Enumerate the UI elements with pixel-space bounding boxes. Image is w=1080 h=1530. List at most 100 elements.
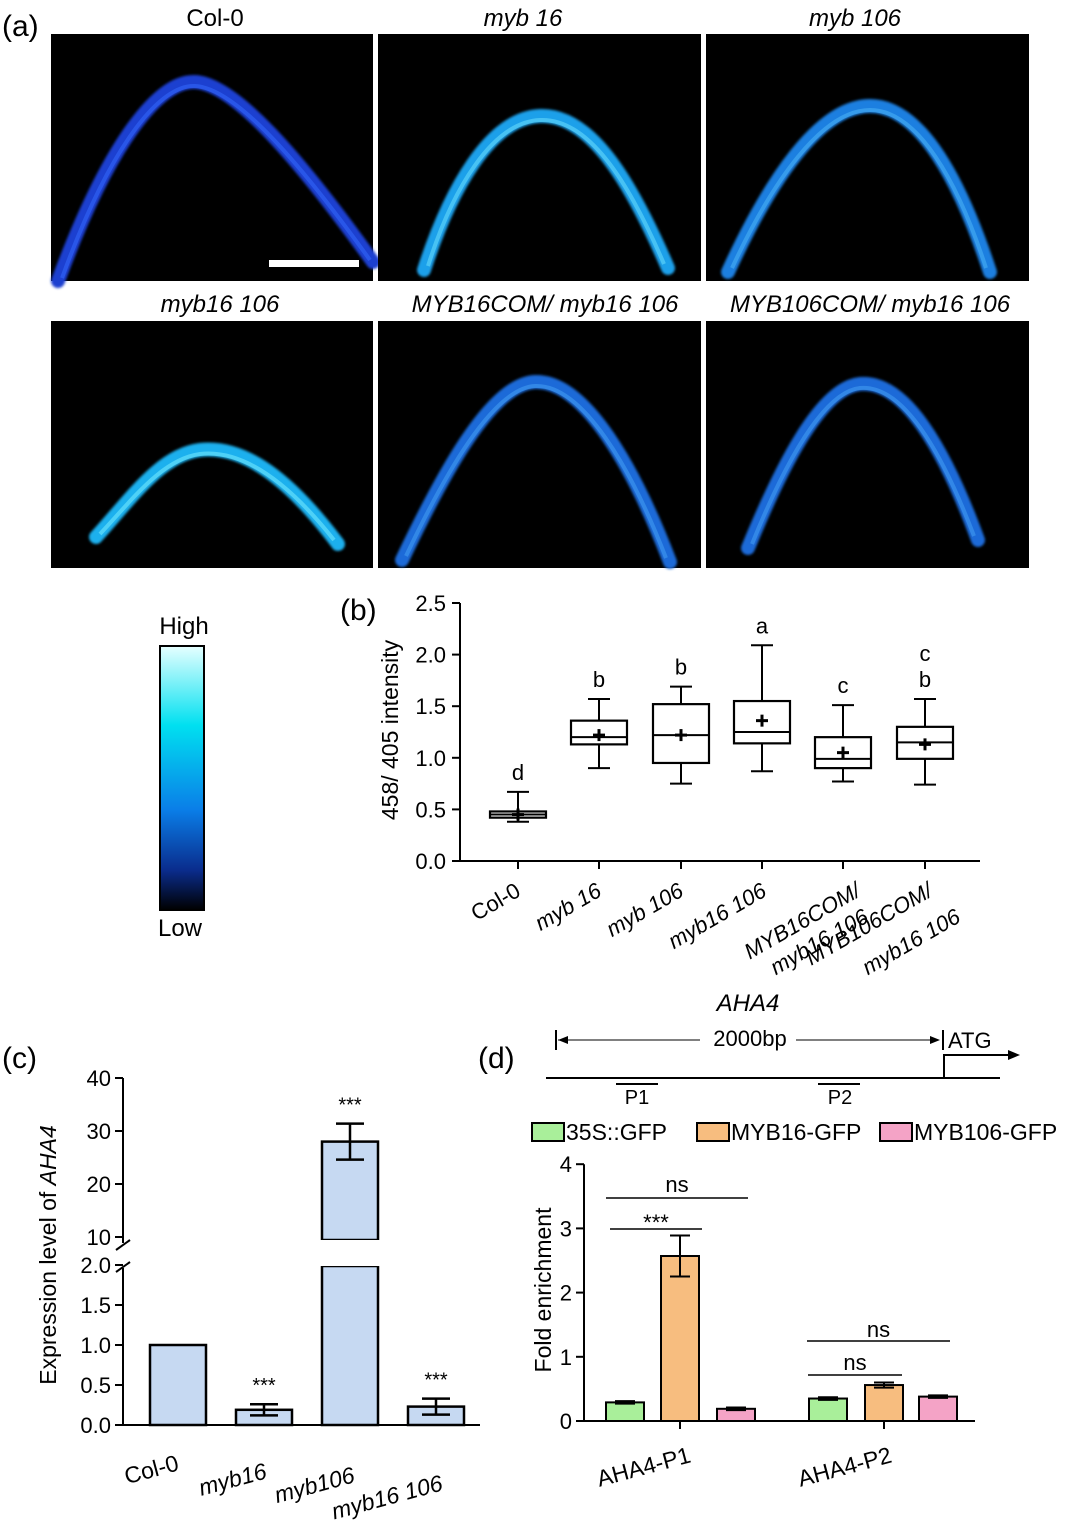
y-tick-label: 2 [560,1281,572,1306]
y-tick-label: 2.0 [80,1253,111,1278]
micrograph-title: myb 106 [809,5,902,32]
bar [918,1395,958,1423]
bar-MYB106-GFP-AHA4-P1 [716,1406,756,1423]
bar-break-gap [320,1240,380,1266]
y-tick-label: 4 [560,1152,572,1177]
bar-35S::GFP-AHA4-P1 [605,1400,645,1422]
significance-stars: *** [252,1375,276,1397]
significance-letter: b [919,667,931,692]
panel-a-label: (a) [2,10,39,43]
bar-35S::GFP-AHA4-P2 [808,1396,848,1423]
bar [660,1255,700,1422]
y-tick-label: 0.5 [80,1373,111,1398]
box-2: b [651,655,711,785]
panel-d-label: (d) [478,1042,515,1075]
y-tick-label: 0.0 [80,1413,111,1438]
colorbar-high-label: High [159,613,208,640]
y-tick-label: 1.5 [415,694,446,719]
comparison-label: ns [867,1317,890,1342]
y-tick-label: 1.0 [415,746,446,771]
bar-MYB16-GFP-AHA4-P2 [864,1381,904,1422]
bar [605,1401,645,1422]
micrograph-myb106: myb 106 [706,5,1029,281]
legend-swatch [531,1122,565,1142]
start-codon-label: ATG [948,1028,992,1053]
micrograph-col0: Col-0 [51,5,380,288]
significance-letter: b [593,667,605,692]
gene-name: AHA4 [715,990,780,1017]
comparison-label: *** [643,1210,669,1235]
micrograph-arc [741,376,985,555]
box-0: d [488,760,548,823]
y-tick-label: 1 [560,1345,572,1370]
comparison-label: ns [843,1350,866,1375]
y-tick-label: 10 [87,1225,111,1250]
box-4: c [813,673,873,783]
micrograph-myb106com: MYB106COM/ myb16 106 [706,291,1029,568]
legend-swatch [879,1122,913,1142]
primer-p2-label: P2 [828,1087,852,1109]
box-1: b [569,667,629,770]
y-tick-label: 2.0 [415,643,446,668]
box-iqr [732,699,792,745]
legend-label: MYB16-GFP [731,1119,861,1145]
bar-group-0 [148,1343,208,1427]
y-axis-label: Fold enrichment [530,1207,556,1373]
x-tick-label: myb16 [196,1458,270,1501]
colorbar: High Low [158,613,209,942]
y-tick-label: 30 [87,1119,111,1144]
bar-group-3: *** [406,1370,466,1427]
y-tick-label: 1.0 [80,1333,111,1358]
box-5: cb [895,641,955,786]
colorbar-gradient [159,645,205,911]
legend-label: 35S::GFP [566,1119,667,1145]
x-tick-label: Col-0 [121,1450,181,1489]
significance-stars: *** [338,1095,362,1117]
significance-letter: d [512,760,524,785]
significance-letter: c [838,673,849,698]
colorbar-low-label: Low [158,915,203,942]
y-tick-label: 0.0 [415,849,446,874]
axis-break-mark [115,1261,131,1273]
panel-c-label: (c) [2,1042,37,1075]
significance-letter: a [756,613,769,638]
micrograph-title: myb 16 [484,5,563,32]
chart-b: 458/ 405 intensity 0.0 0.5 1.0 1.5 2.0 2.5 d b… [377,591,980,980]
y-axis-label: Expression level of AHA4 [35,1125,61,1385]
bar-group-2: *** [320,1095,380,1427]
y-tick-label: 0.5 [415,797,446,822]
legend-swatch [696,1122,730,1142]
y-tick-label: 20 [87,1172,111,1197]
y-tick-label: 1.5 [80,1293,111,1318]
gene-diagram: AHA4 2000bp ATG P1 P2 [546,990,1020,1109]
bar-group-1: *** [234,1375,294,1427]
significance-letter: c [920,641,931,666]
scale-bar [269,260,359,267]
micrograph-title: MYB106COM/ myb16 106 [730,291,1011,318]
x-tick-label: AHA4-P2 [795,1442,894,1492]
micrograph-myb16-106: myb16 106 [51,291,373,568]
box-3: a [732,613,792,773]
significance-letter: b [675,655,687,680]
x-tick-label: AHA4-P1 [594,1442,693,1492]
legend-label: MYB106-GFP [914,1119,1057,1145]
x-tick-label: Col-0 [466,878,524,926]
micrograph-arc [721,98,997,279]
primer-p1-label: P1 [625,1087,649,1109]
micrograph-title: Col-0 [186,5,243,32]
bar [808,1397,848,1423]
x-tick-label: myb 16 [531,877,607,935]
comparison-label: ns [665,1172,688,1197]
bar-MYB16-GFP-AHA4-P1 [660,1234,700,1422]
chart-c: Expression level of AHA4 0.0 0.5 1.0 1.5 2.0… [35,1066,480,1524]
micrograph-myb16: myb 16 [378,5,701,281]
micrograph-myb16com: MYB16COM/ myb16 106 [378,291,701,569]
y-tick-label: 40 [87,1066,111,1091]
bar [864,1384,904,1422]
legend-d: 35S::GFP MYB16-GFP MYB106-GFP [531,1119,1057,1145]
bar-lower [320,1264,380,1427]
bar [148,1343,208,1427]
micrograph-arc [395,374,677,569]
length-label: 2000bp [713,1026,786,1051]
